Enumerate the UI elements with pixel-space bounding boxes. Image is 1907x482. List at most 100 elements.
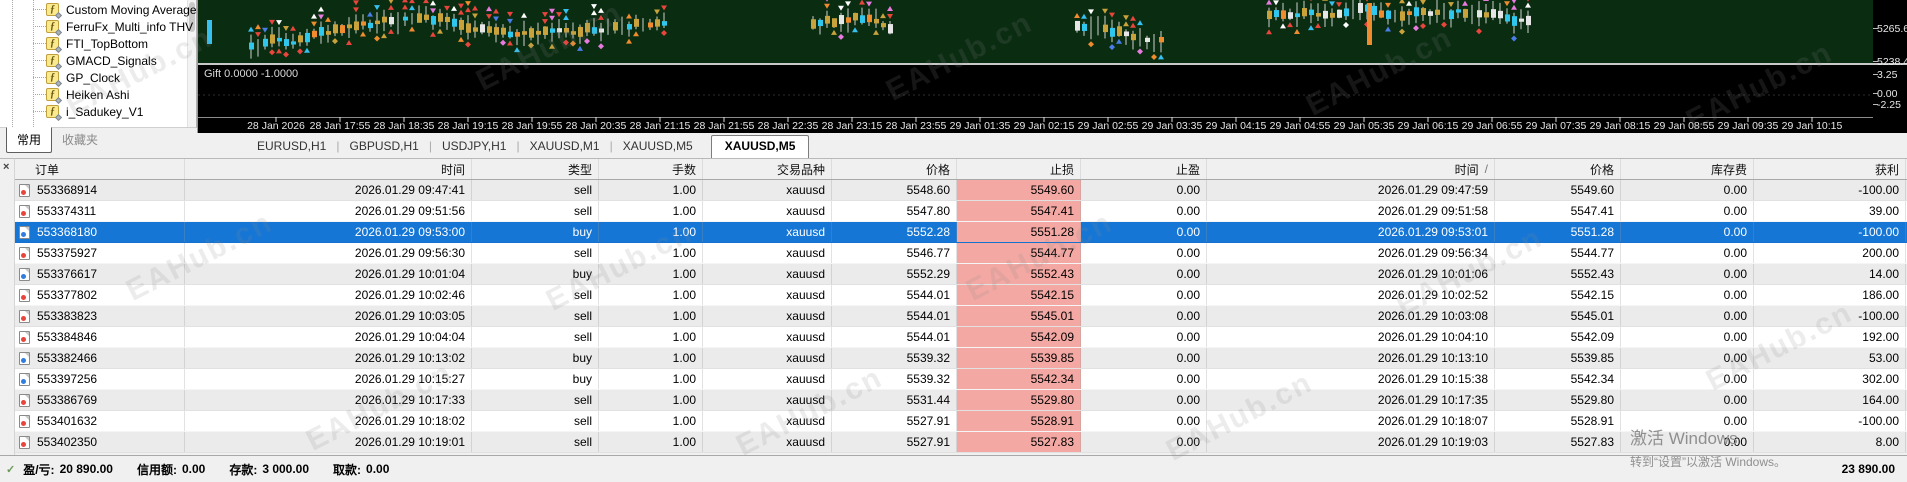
table-row[interactable]: 553384846 2026.01.29 10:04:04 sell 1.00 xauu… xyxy=(15,327,1907,348)
time-axis-label: 28 Jan 23:55 xyxy=(885,120,947,132)
profit-cell: 192.00 xyxy=(1754,327,1906,347)
column-header-label: 时间 xyxy=(440,162,465,177)
column-header-open-price[interactable]: 价格 xyxy=(832,159,957,179)
indicator-item[interactable]: ƒ Heiken Ashi xyxy=(0,86,196,105)
indicator-function-icon: ƒ xyxy=(46,88,63,105)
close-time-cell: 2026.01.29 09:51:58 xyxy=(1207,201,1495,221)
column-header-type[interactable]: 类型 xyxy=(472,159,599,179)
chart-tab-xauusd-m5[interactable]: XAUUSD,M5 xyxy=(622,138,693,153)
table-row[interactable]: 553375927 2026.01.29 09:56:30 sell 1.00 xauu… xyxy=(15,243,1907,264)
table-row[interactable]: 553376617 2026.01.29 10:01:04 buy 1.00 xauus… xyxy=(15,264,1907,285)
order-doc-icon xyxy=(19,246,30,260)
type-cell: sell xyxy=(472,306,599,326)
order-cell: 553401632 xyxy=(15,411,185,431)
order-cell: 553375927 xyxy=(15,243,185,263)
table-row[interactable]: 553383823 2026.01.29 10:03:05 sell 1.00 xauu… xyxy=(15,306,1907,327)
order-doc-icon xyxy=(19,435,30,449)
table-row[interactable]: 553401632 2026.01.29 10:18:02 sell 1.00 xauu… xyxy=(15,411,1907,432)
chart-tab-gbpusd-h1[interactable]: GBPUSD,H1 xyxy=(349,138,419,153)
indicator-item[interactable]: ƒ i_Sadukey_V1 xyxy=(0,103,196,122)
indicator-item-label: GP_Clock xyxy=(66,70,121,85)
time-axis-label: 29 Jan 03:35 xyxy=(1141,120,1203,132)
indicator-function-icon: ƒ xyxy=(46,3,63,20)
tab-favorites[interactable]: 收藏夹 xyxy=(62,133,99,147)
close-time-cell: 2026.01.29 10:03:08 xyxy=(1207,306,1495,326)
symbol-cell: xauusd xyxy=(703,348,832,368)
order-type-dot xyxy=(21,336,26,342)
take-profit-cell: 0.00 xyxy=(1081,243,1207,263)
column-header-close-time[interactable]: 时间 / xyxy=(1207,159,1495,179)
indicator-item[interactable]: ƒ GMACD_Signals xyxy=(0,52,196,71)
order-cell: 553374311 xyxy=(15,201,185,221)
tab-separator-icon: | xyxy=(516,138,520,153)
order-type-dot xyxy=(21,315,26,321)
column-header-stop-loss[interactable]: 止损 xyxy=(957,159,1081,179)
order-id: 553384846 xyxy=(37,330,98,344)
indicator-item[interactable]: ƒ Custom Moving Average xyxy=(0,1,196,20)
time-axis-label: 29 Jan 01:35 xyxy=(949,120,1011,132)
order-doc-icon xyxy=(19,267,30,281)
type-cell: sell xyxy=(472,201,599,221)
chart-window[interactable]: Gift 0.0000 -1.0000 5265.6 5238.4 3.25 0.00… xyxy=(197,0,1907,133)
symbol-cell: xauusd xyxy=(703,432,832,452)
chart-tab-eurusd-h1[interactable]: EURUSD,H1 xyxy=(257,138,327,153)
column-header-symbol[interactable]: 交易品种 xyxy=(703,159,832,179)
chart-canvas xyxy=(198,0,1907,133)
column-header-profit[interactable]: 获利 xyxy=(1754,159,1906,179)
lots-cell: 1.00 xyxy=(599,306,703,326)
symbol-cell: xauusd xyxy=(703,180,832,200)
chart-tab-xauusd-m5[interactable]: XAUUSD,M5 xyxy=(710,134,810,159)
table-row[interactable]: 553368180 2026.01.29 09:53:00 buy 1.00 xauus… xyxy=(15,222,1907,243)
open-time-cell: 2026.01.29 09:51:56 xyxy=(185,201,472,221)
diamond-badge xyxy=(54,113,63,122)
column-header-label: 价格 xyxy=(925,162,950,177)
indicator-item[interactable]: ƒ GP_Clock xyxy=(0,69,196,88)
table-row[interactable]: 553397256 2026.01.29 10:15:27 buy 1.00 xauus… xyxy=(15,369,1907,390)
column-header-lots[interactable]: 手数 xyxy=(599,159,703,179)
lots-cell: 1.00 xyxy=(599,180,703,200)
close-time-cell: 2026.01.29 10:19:03 xyxy=(1207,432,1495,452)
table-row[interactable]: 553368914 2026.01.29 09:47:41 sell 1.00 xauu… xyxy=(15,180,1907,201)
column-header-swap[interactable]: 库存费 xyxy=(1621,159,1754,179)
stop-loss-cell: 5528.91 xyxy=(957,411,1081,431)
lots-cell: 1.00 xyxy=(599,369,703,389)
profit-cell: 53.00 xyxy=(1754,348,1906,368)
order-type-dot xyxy=(21,210,26,216)
table-row[interactable]: 553386769 2026.01.29 10:17:33 sell 1.00 xauu… xyxy=(15,390,1907,411)
order-doc-icon xyxy=(19,225,30,239)
indicator-function-icon: ƒ xyxy=(46,105,63,122)
open-price-cell: 5531.44 xyxy=(832,390,957,410)
type-cell: sell xyxy=(472,243,599,263)
column-header-take-profit[interactable]: 止盈 xyxy=(1081,159,1207,179)
column-header-close-price[interactable]: 价格 xyxy=(1495,159,1621,179)
account-summary-bar: ✓ 盈/亏: 20 890.00 信用额: 0.00 存款: 3 000.00 … xyxy=(0,455,1907,482)
time-axis-label: 28 Jan 17:55 xyxy=(309,120,371,132)
column-header-open-time[interactable]: 时间 xyxy=(185,159,472,179)
open-price-cell: 5527.91 xyxy=(832,411,957,431)
table-row[interactable]: 553382466 2026.01.29 10:13:02 buy 1.00 xauus… xyxy=(15,348,1907,369)
tab-common[interactable]: 常用 xyxy=(6,127,53,153)
table-row[interactable]: 553377802 2026.01.29 10:02:46 sell 1.00 xauu… xyxy=(15,285,1907,306)
withdrawal-label: 取款: xyxy=(333,462,362,477)
chart-tab-xauusd-m1[interactable]: XAUUSD,M1 xyxy=(529,138,600,153)
indicator-item[interactable]: ƒ FerruFx_Multi_info THV xyxy=(0,18,196,37)
take-profit-cell: 0.00 xyxy=(1081,390,1207,410)
chart-tab-usdjpy-h1[interactable]: USDJPY,H1 xyxy=(441,138,507,153)
column-header-label: 订单 xyxy=(35,162,60,177)
order-type-dot xyxy=(21,378,26,384)
scrollbar-thumb[interactable] xyxy=(189,2,195,32)
tree-connector-line xyxy=(33,77,46,78)
indicator-item[interactable]: ƒ FTI_TopBottom xyxy=(0,35,196,54)
time-axis-label: 28 Jan 19:15 xyxy=(437,120,499,132)
close-panel-button[interactable]: × xyxy=(3,161,10,173)
sidebar-scrollbar[interactable] xyxy=(187,0,196,127)
order-type-dot xyxy=(21,252,26,258)
table-row[interactable]: 553374311 2026.01.29 09:51:56 sell 1.00 xauu… xyxy=(15,201,1907,222)
take-profit-cell: 0.00 xyxy=(1081,306,1207,326)
time-axis-label: 29 Jan 09:35 xyxy=(1717,120,1779,132)
table-row[interactable]: 553402350 2026.01.29 10:19:01 sell 1.00 xauu… xyxy=(15,432,1907,453)
navigator-tab-bar: 常用 收藏夹 xyxy=(0,127,197,158)
close-price-cell: 5552.43 xyxy=(1495,264,1621,284)
stop-loss-cell: 5542.09 xyxy=(957,327,1081,347)
column-header-order[interactable]: 订单 xyxy=(15,159,185,179)
